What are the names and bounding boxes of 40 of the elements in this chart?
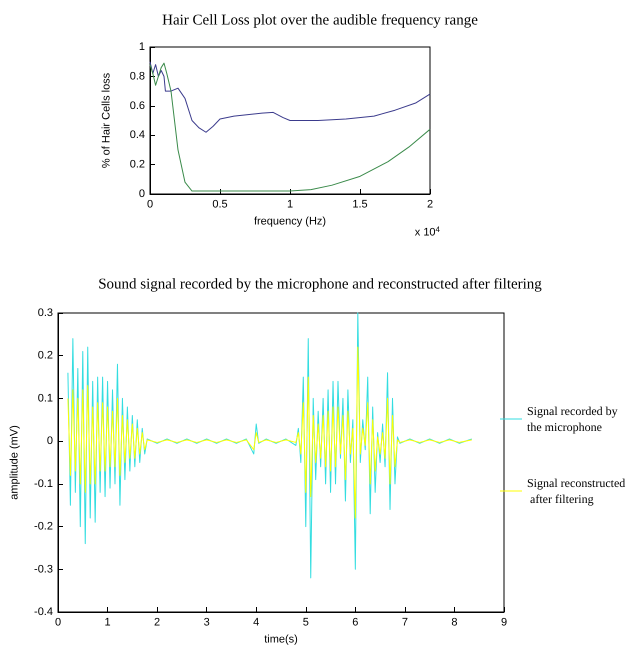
x-tick-label: 6 (352, 616, 358, 628)
y-tick-label: -0.1 (34, 478, 53, 490)
y-axis-title: amplitude (mV) (8, 425, 20, 500)
x-tick-label: 0 (146, 198, 154, 210)
y-tick-label: 0.4 (130, 129, 145, 142)
x-tick-label: 9 (500, 616, 508, 628)
x-tick-label: 1 (104, 616, 111, 628)
y-tick-label: -0.2 (34, 520, 53, 533)
y-tick-label: 0.2 (38, 350, 53, 362)
x-tick-label: 0 (54, 616, 62, 628)
y-tick-label: 0.2 (130, 158, 145, 171)
chart-title: Hair Cell Loss plot over the audible frequency range (162, 12, 478, 28)
y-axis-title: % of Hair Cells loss (100, 72, 112, 168)
y-tick-label: 1 (138, 41, 145, 53)
chart-title: Sound signal recorded by the microphone and reconstructed after filtering (98, 276, 542, 292)
x-tick-label: 8 (451, 616, 458, 628)
line-series (150, 61, 430, 133)
y-tick-label: 0.6 (130, 100, 145, 112)
legend-label: Signal reconstructed after filtering (527, 476, 626, 506)
x-axis-title: frequency (Hz) (254, 216, 326, 228)
y-tick-label: 0 (46, 435, 53, 448)
y-tick-label: -0.3 (34, 563, 53, 576)
x-tick-label: 2 (154, 616, 160, 628)
y-tick-label: -0.4 (34, 606, 53, 618)
x-tick-label: 2 (426, 198, 434, 210)
x-tick-label: 1.5 (352, 198, 368, 210)
y-tick-label: 0.1 (38, 392, 53, 404)
x-tick-label: 1 (286, 198, 294, 210)
y-tick-label: 0.3 (38, 307, 53, 319)
y-tick-label: 0.8 (130, 70, 145, 82)
x-tick-label: 7 (402, 616, 408, 628)
legend-label: Signal recorded by the microphone (527, 404, 621, 434)
x-tick-label: 0.5 (212, 198, 228, 210)
line-series (67, 346, 472, 519)
line-series (150, 62, 430, 192)
x-tick-label: 3 (204, 616, 210, 628)
x-tick-label: 5 (302, 616, 309, 628)
x-tick-label: 4 (253, 616, 260, 628)
x-axis-title: time(s) (264, 634, 298, 646)
y-tick-label: 0 (138, 188, 145, 200)
